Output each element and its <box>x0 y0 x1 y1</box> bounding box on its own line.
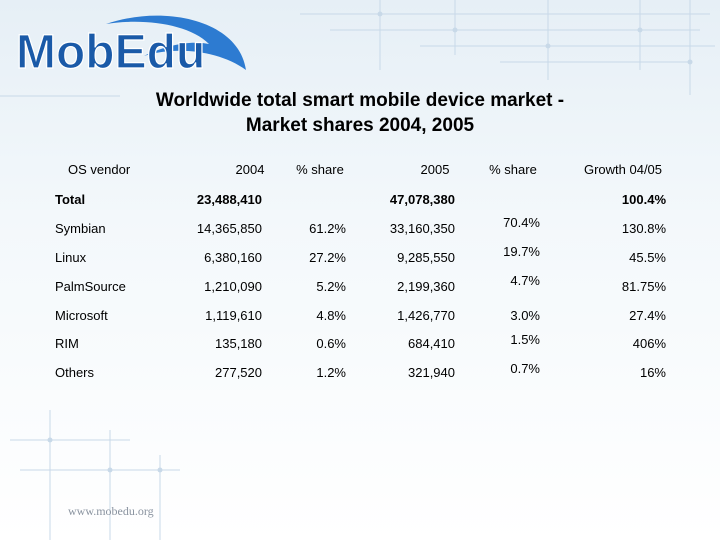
row-share-2004: 1.2% <box>316 365 346 380</box>
header-share-2005: % share <box>489 162 537 177</box>
header-2004: 2004 <box>235 162 265 177</box>
total-2005: 47,078,380 <box>389 192 455 207</box>
row-share-2005: 3.0% <box>510 308 540 323</box>
row-2005: 684,410 <box>408 336 455 351</box>
title-line-1: Worldwide total smart mobile device mark… <box>155 90 565 111</box>
row-growth: 16% <box>639 365 666 380</box>
row-growth: 130.8% <box>621 221 666 236</box>
row-vendor: PalmSource <box>55 279 126 294</box>
row-share-2004: 5.2% <box>316 279 346 294</box>
row-2004: 277,520 <box>215 365 262 380</box>
row-vendor: RIM <box>55 336 79 351</box>
row-2004: 1,210,090 <box>204 279 262 294</box>
total-growth: 100.4% <box>621 192 666 207</box>
row-2005: 33,160,350 <box>389 221 455 236</box>
row-share-2005: 4.7% <box>510 273 540 288</box>
row-share-2004: 0.6% <box>316 336 346 351</box>
row-share-2005: 0.7% <box>510 361 540 376</box>
row-2005: 2,199,360 <box>397 279 455 294</box>
slide-title: Worldwide total smart mobile device mark… <box>60 88 660 138</box>
header-2005: 2005 <box>420 162 450 177</box>
row-share-2004: 61.2% <box>309 221 346 236</box>
mobedu-logo: MobEdu <box>15 15 246 80</box>
row-2005: 1,426,770 <box>397 308 455 323</box>
header-share-2004: % share <box>296 162 344 177</box>
logo-swoosh <box>106 15 246 71</box>
row-vendor: Others <box>55 365 95 380</box>
row-vendor: Microsoft <box>55 308 108 323</box>
row-growth: 406% <box>632 336 666 351</box>
row-growth: 81.75% <box>621 279 666 294</box>
row-vendor: Linux <box>55 250 87 265</box>
row-2004: 135,180 <box>215 336 262 351</box>
footer-url: www.mobedu.org <box>68 504 154 518</box>
header-growth: Growth 04/05 <box>583 162 663 177</box>
header-os-vendor: OS vendor <box>68 162 131 177</box>
row-share-2005: 1.5% <box>510 332 540 347</box>
row-share-2005: 70.4% <box>503 215 540 230</box>
total-2004: 23,488,410 <box>196 192 262 207</box>
row-vendor: Symbian <box>55 221 106 236</box>
row-share-2004: 4.8% <box>316 308 346 323</box>
title-line-2: Market shares 2004, 2005 <box>245 115 475 136</box>
row-2004: 6,380,160 <box>204 250 262 265</box>
row-growth: 27.4% <box>629 308 666 323</box>
row-2004: 1,119,610 <box>205 308 262 323</box>
row-2005: 9,285,550 <box>397 250 455 265</box>
total-label: Total <box>55 192 86 207</box>
row-share-2005: 19.7% <box>503 244 540 259</box>
row-2004: 14,365,850 <box>196 221 262 236</box>
row-share-2004: 27.2% <box>309 250 346 265</box>
row-growth: 45.5% <box>629 250 666 265</box>
logo-text: MobEdu <box>16 26 205 79</box>
row-2005: 321,940 <box>408 365 455 380</box>
